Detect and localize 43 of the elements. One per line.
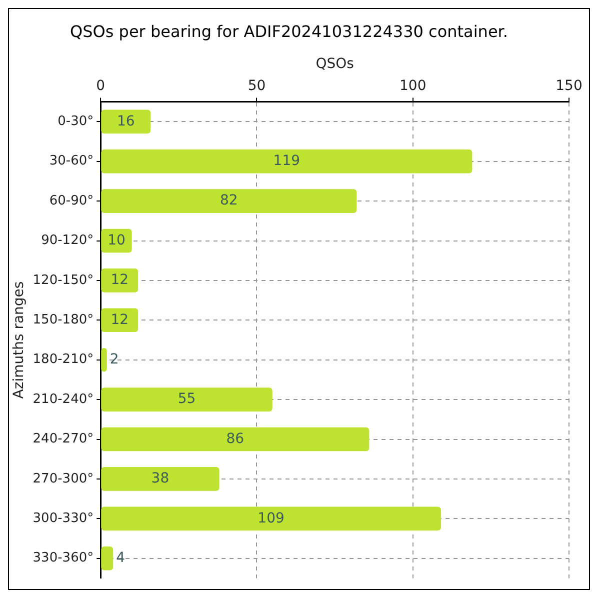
x-tick-label: 100 (400, 78, 426, 94)
data-label: 4 (116, 550, 126, 566)
bar (101, 506, 441, 531)
x-tick-label: 150 (556, 78, 582, 94)
data-label: 119 (273, 152, 300, 169)
bar (101, 189, 357, 213)
x-axis-title: QSOs (316, 56, 354, 72)
y-axis-title: Azimuths ranges (11, 281, 28, 399)
y-tick-label: 270-300° (32, 471, 94, 486)
chart-title: QSOs per bearing for ADIF20241031224330 container. (70, 22, 508, 41)
x-tick-label: 0 (96, 78, 106, 94)
data-label: 82 (220, 192, 238, 209)
data-label: 10 (108, 232, 126, 248)
data-label: 109 (258, 510, 284, 526)
bar (101, 228, 132, 253)
y-tick-label: 150-180° (32, 312, 94, 328)
bar (101, 268, 138, 292)
bar (101, 348, 107, 372)
y-tick-label: 180-210° (32, 352, 94, 368)
y-tick-label: 30-60° (49, 154, 94, 169)
data-label: 2 (110, 351, 119, 368)
y-tick-label: 330-360° (32, 550, 94, 566)
data-label: 38 (151, 470, 170, 487)
data-label: 16 (116, 113, 135, 130)
y-tick-label: 60-90° (49, 193, 94, 208)
data-label: 86 (226, 430, 244, 447)
y-tick-label: 240-270° (32, 432, 94, 447)
y-tick-label: 300-330° (32, 511, 94, 526)
bar (101, 388, 272, 412)
data-label: 12 (110, 312, 129, 328)
bar (101, 110, 151, 134)
data-label: 12 (110, 272, 129, 288)
bar (101, 546, 114, 570)
y-tick-label: 120-150° (32, 272, 94, 288)
bar (101, 427, 370, 452)
bar (101, 149, 472, 174)
y-tick-label: 0-30° (58, 114, 94, 130)
bar (101, 308, 138, 332)
data-label: 55 (178, 391, 196, 408)
y-tick-label: 210-240° (32, 392, 94, 407)
y-tick-label: 90-120° (41, 233, 94, 248)
bar (101, 467, 220, 491)
x-tick-label: 50 (248, 78, 266, 94)
